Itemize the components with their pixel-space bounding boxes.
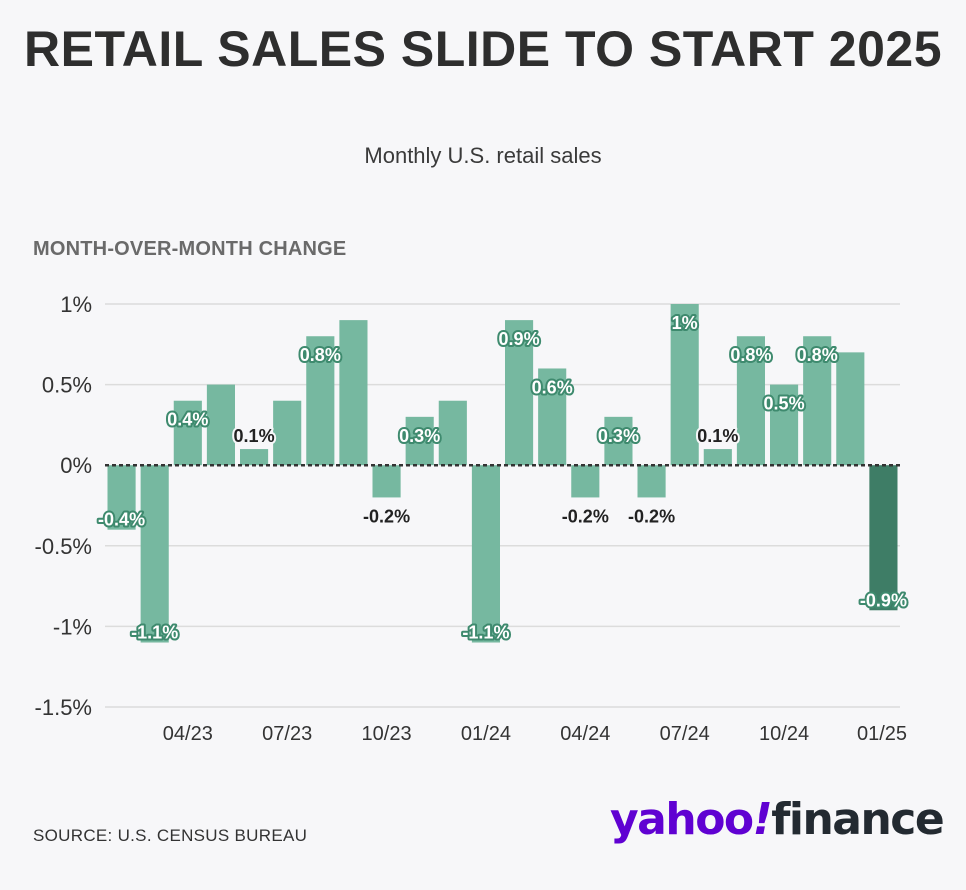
data-label: 0.8% — [730, 345, 771, 365]
x-tick-label: 01/25 — [857, 723, 907, 745]
data-label: 0.8% — [300, 345, 341, 365]
bar — [273, 400, 302, 466]
x-tick-label: 07/24 — [660, 723, 710, 745]
data-label: -0.2% — [562, 506, 609, 526]
bar — [770, 384, 799, 466]
data-label: -1.1% — [462, 623, 509, 643]
chart-title: RETAIL SALES SLIDE TO START 2025 — [23, 21, 943, 77]
x-tick-label: 07/23 — [262, 723, 312, 745]
logo-finance: finance — [771, 794, 945, 845]
grid-lines — [105, 303, 900, 708]
data-label: 0.5% — [764, 394, 805, 414]
bars — [107, 304, 898, 643]
bar — [571, 465, 600, 498]
y-tick-label: 0% — [60, 453, 92, 478]
bar — [306, 336, 335, 466]
bar — [803, 336, 832, 466]
bar — [405, 416, 434, 466]
data-label: 0.1% — [234, 426, 275, 446]
y-tick-labels: 1% 0.5% 0% -0.5% -1% -1.5% — [35, 292, 92, 720]
data-label: -0.2% — [628, 506, 675, 526]
source-note: SOURCE: U.S. CENSUS BUREAU — [33, 826, 308, 845]
x-tick-label: 04/24 — [560, 723, 610, 745]
x-tick-label: 01/24 — [461, 723, 511, 745]
bar — [339, 320, 368, 466]
bar — [736, 336, 765, 466]
y-tick-label: -1.5% — [35, 695, 92, 720]
data-label: -0.9% — [860, 590, 907, 610]
x-tick-label: 10/24 — [759, 723, 809, 745]
bar — [372, 465, 401, 498]
data-label: 0.4% — [167, 410, 208, 430]
bar — [173, 400, 202, 466]
bar — [670, 304, 699, 466]
bar — [471, 465, 500, 643]
y-tick-label: -0.5% — [35, 534, 92, 559]
logo-yahoo: yahoo — [610, 794, 754, 845]
data-label: 0.3% — [399, 426, 440, 446]
data-label: -0.4% — [98, 510, 145, 530]
bar — [836, 352, 865, 466]
yahoo-finance-logo: yahoo!finance — [610, 790, 945, 850]
bar — [538, 368, 567, 466]
bar — [438, 400, 467, 466]
bar — [505, 320, 534, 466]
bar — [869, 465, 898, 611]
data-label: -1.1% — [131, 623, 178, 643]
x-tick-label: 04/23 — [163, 723, 213, 745]
data-label: 0.3% — [598, 426, 639, 446]
y-tick-label: 1% — [60, 292, 92, 317]
bar — [140, 465, 169, 643]
bar — [240, 449, 269, 466]
data-label: 0.6% — [532, 377, 573, 397]
bar — [206, 384, 235, 466]
x-tick-labels: 04/23 07/23 10/23 01/24 04/24 07/24 10/24 01/25 — [163, 723, 907, 745]
data-label: 0.9% — [499, 329, 540, 349]
bar — [604, 416, 633, 466]
y-tick-label: -1% — [53, 614, 92, 639]
chart-subtitle: Monthly U.S. retail sales — [364, 143, 602, 168]
data-label: 0.1% — [697, 426, 738, 446]
bar — [107, 465, 136, 530]
x-tick-label: 10/23 — [362, 723, 412, 745]
bar-chart: -0.4% -1.1% 0.4% 0.1% 0.8% -0.2% 0.3% -1.1% 0.9%… — [35, 292, 909, 745]
logo-exclamation: ! — [752, 794, 773, 845]
data-labels: -0.4% -1.1% 0.4% 0.1% 0.8% -0.2% 0.3% -1.1% 0.9%… — [96, 311, 909, 645]
data-label: -0.2% — [363, 506, 410, 526]
data-label: 0.8% — [797, 345, 838, 365]
bar — [703, 449, 732, 466]
bar — [637, 465, 666, 498]
y-tick-label: 0.5% — [42, 373, 92, 398]
data-label: 1% — [672, 313, 698, 333]
y-axis-label: MONTH-OVER-MONTH CHANGE — [33, 238, 347, 260]
